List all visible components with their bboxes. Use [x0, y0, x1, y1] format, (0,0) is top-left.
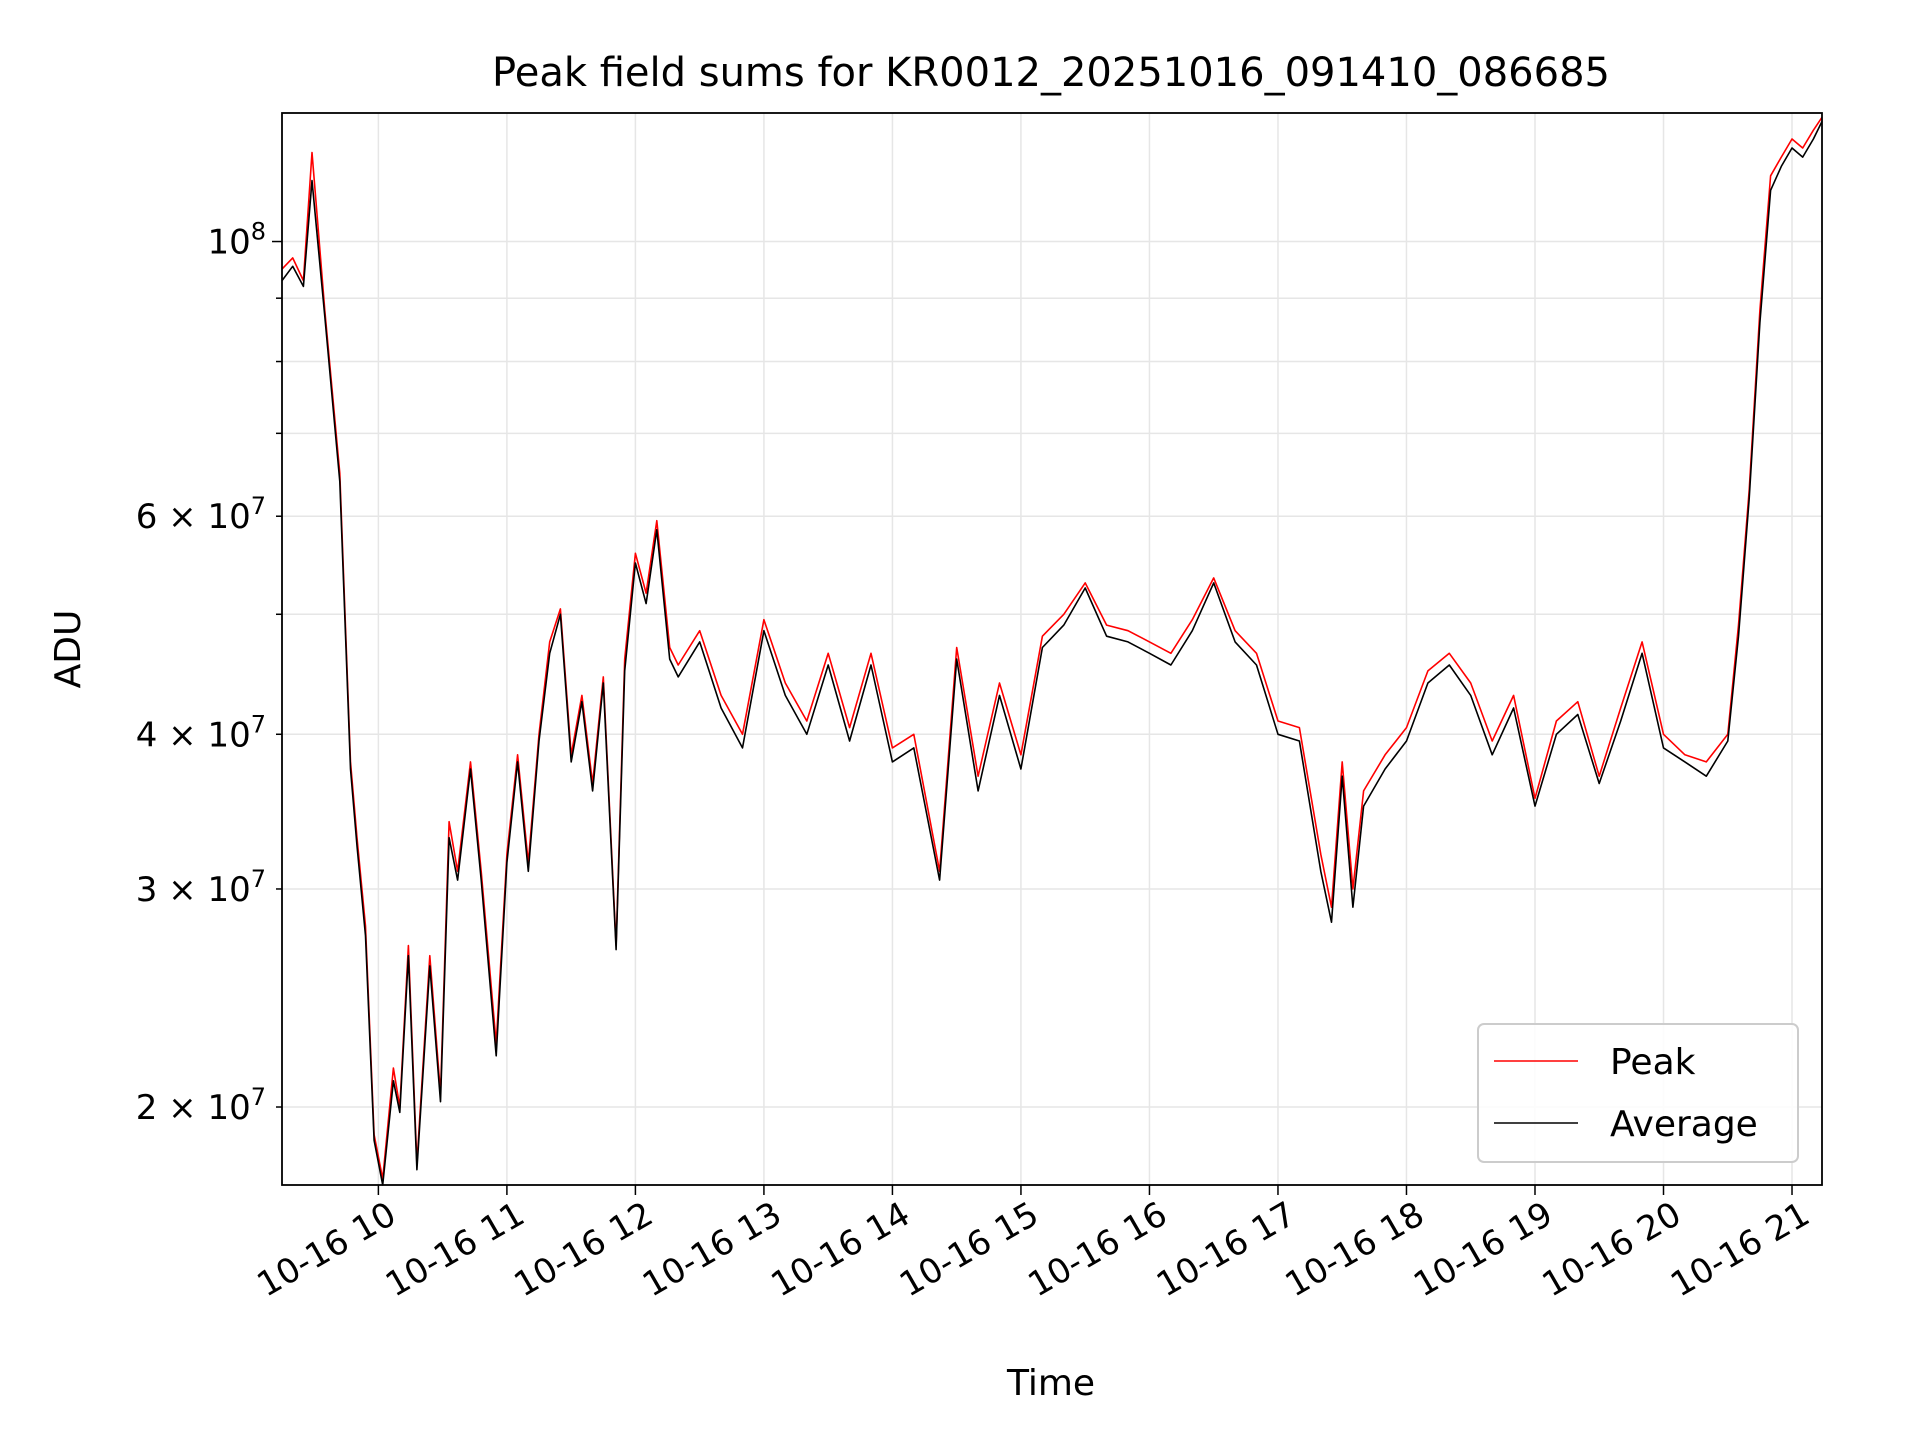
grid [282, 113, 1822, 1185]
legend-box [1477, 1023, 1799, 1163]
series-line-average [281, 121, 1823, 1186]
y-axis-label: ADU [48, 610, 89, 689]
legend: Peak Average [1477, 1023, 1799, 1163]
x-axis-label: Time [1006, 1363, 1095, 1404]
y-tick-label: 4 × 107 [136, 710, 266, 755]
y-tick-label: 6 × 107 [136, 492, 266, 537]
chart-title: Peak field sums for KR0012_20251016_0914… [492, 50, 1610, 96]
plot-frame [281, 112, 1823, 1186]
y-axis: 108 2 × 107 3 × 107 4 × 107 6 × 107 [136, 218, 282, 1128]
y-tick-label: 3 × 107 [136, 865, 266, 910]
y-tick-label: 108 [207, 218, 266, 263]
legend-peak-label: Peak [1610, 1042, 1696, 1083]
y-tick-label: 2 × 107 [136, 1083, 266, 1128]
legend-average-label: Average [1610, 1104, 1758, 1145]
series-group [281, 116, 1823, 1186]
